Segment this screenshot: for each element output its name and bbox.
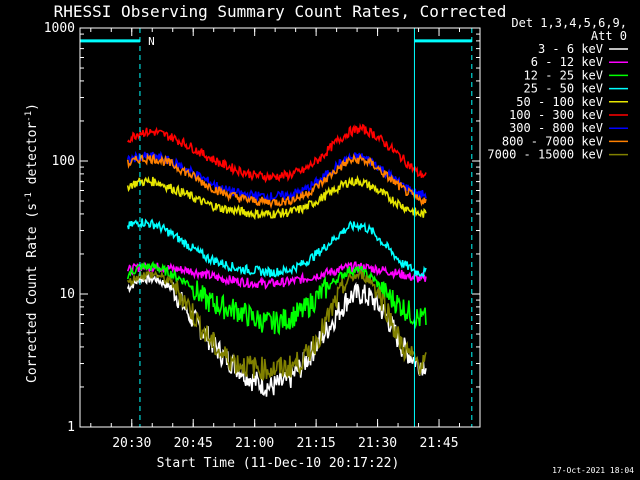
legend-label: 50 - 100 keV: [516, 95, 603, 109]
x-tick-label: 21:00: [235, 436, 274, 451]
x-tick-label: 21:30: [358, 436, 397, 451]
x-tick-label: 20:30: [112, 436, 151, 451]
y-axis-title: Corrected Count Rate (s-1 detector-1): [24, 103, 40, 383]
y-axis-title-sup1: -1: [24, 192, 34, 203]
footer-timestamp: 17-Oct-2021 18:04: [552, 466, 634, 475]
axis-ticks: 1 10 100 1000 20:30 20:45 21:00 21:15 21:30 21:45: [44, 21, 480, 451]
legend-label: 7000 - 15000 keV: [487, 148, 603, 162]
y-axis-title-end: ): [25, 103, 40, 111]
chart-title: RHESSI Observing Summary Count Rates, Co…: [54, 2, 507, 21]
legend-header-line2: Att 0: [591, 29, 627, 43]
series-line: [126, 269, 427, 381]
x-axis-title: Start Time (11-Dec-10 20:17:22): [157, 456, 400, 471]
svg-text:Corrected Count Rate (s-1 dete: Corrected Count Rate (s-1 detector-1): [24, 103, 40, 383]
y-tick-label: 1000: [44, 21, 75, 36]
series-line: [126, 153, 427, 210]
legend-label: 800 - 7000 keV: [502, 134, 603, 148]
legend-label: 100 - 300 keV: [509, 108, 603, 122]
x-tick-label: 20:45: [174, 436, 213, 451]
series-line: [126, 273, 427, 397]
series-line: [126, 174, 427, 221]
legend-label: 6 - 12 keV: [531, 55, 603, 69]
legend-label: 12 - 25 keV: [524, 68, 603, 82]
y-tick-label: 10: [59, 287, 75, 302]
plot-frame: [79, 27, 481, 428]
series-line: [126, 261, 427, 290]
legend-header-line1: Det 1,3,4,5,6,9,: [511, 16, 627, 30]
y-axis-title-main: Corrected Count Rate (s: [25, 203, 40, 383]
y-axis-title-sup2: -1: [24, 111, 34, 122]
flag-markers: N: [79, 28, 473, 427]
y-tick-label: 1: [67, 420, 75, 435]
y-tick-label: 100: [52, 154, 75, 169]
night-flag-label: N: [148, 35, 155, 48]
series-line: [126, 260, 427, 336]
data-series: [126, 122, 427, 397]
legend-label: 300 - 800 keV: [509, 121, 603, 135]
x-tick-label: 21:45: [419, 436, 458, 451]
series-line: [126, 150, 427, 203]
legend-label: 25 - 50 keV: [524, 82, 603, 96]
legend-label: 3 - 6 keV: [538, 42, 603, 56]
series-line: [126, 218, 427, 278]
y-axis-title-mid: detector: [25, 122, 40, 193]
series-line: [127, 122, 427, 184]
x-tick-label: 21:15: [297, 436, 336, 451]
